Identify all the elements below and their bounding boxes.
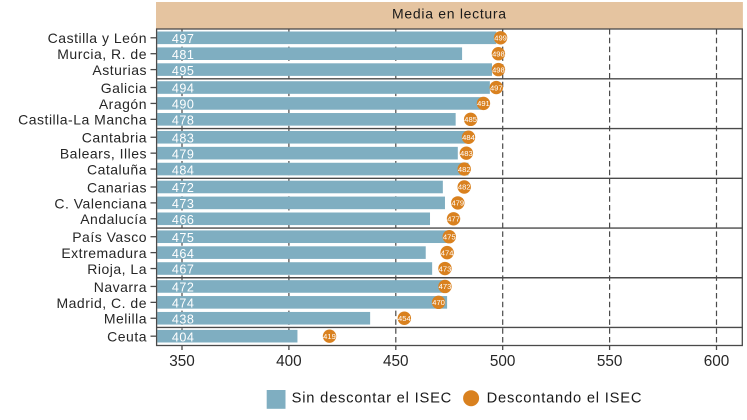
svg-text:500: 500 — [490, 353, 516, 370]
svg-text:473: 473 — [172, 197, 195, 211]
svg-text:Balears, Illes: Balears, Illes — [60, 146, 147, 162]
svg-text:479: 479 — [451, 199, 464, 208]
svg-text:473: 473 — [439, 282, 452, 291]
svg-text:País Vasco: País Vasco — [72, 229, 147, 245]
svg-text:Asturias: Asturias — [92, 62, 147, 78]
svg-text:498: 498 — [492, 65, 505, 74]
svg-text:438: 438 — [172, 312, 195, 326]
svg-text:Murcia, R. de: Murcia, R. de — [57, 46, 147, 62]
svg-text:479: 479 — [172, 147, 195, 161]
svg-text:Ceuta: Ceuta — [107, 329, 147, 345]
svg-text:400: 400 — [276, 353, 302, 370]
svg-text:404: 404 — [172, 330, 195, 344]
svg-text:Madrid, C. de: Madrid, C. de — [56, 295, 147, 311]
svg-text:481: 481 — [172, 48, 195, 62]
svg-text:474: 474 — [441, 248, 454, 257]
svg-text:483: 483 — [460, 149, 473, 158]
svg-text:Aragón: Aragón — [99, 96, 147, 112]
svg-text:475: 475 — [443, 232, 456, 241]
svg-text:499: 499 — [494, 34, 507, 43]
svg-text:Media en lectura: Media en lectura — [392, 6, 507, 22]
svg-text:Melilla: Melilla — [104, 311, 147, 327]
svg-text:Navarra: Navarra — [94, 279, 147, 295]
svg-text:494: 494 — [172, 82, 195, 96]
svg-text:464: 464 — [172, 247, 195, 261]
svg-text:484: 484 — [462, 133, 475, 142]
svg-text:466: 466 — [172, 213, 195, 227]
svg-text:485: 485 — [464, 115, 477, 124]
svg-text:C. Valenciana: C. Valenciana — [54, 195, 147, 211]
svg-text:490: 490 — [172, 98, 195, 112]
svg-text:477: 477 — [447, 215, 460, 224]
svg-text:482: 482 — [458, 165, 471, 174]
svg-text:483: 483 — [172, 131, 195, 145]
svg-text:491: 491 — [477, 99, 490, 108]
svg-text:Canarias: Canarias — [87, 179, 147, 195]
svg-text:478: 478 — [172, 114, 195, 128]
svg-text:497: 497 — [172, 32, 195, 46]
svg-text:550: 550 — [597, 353, 623, 370]
svg-text:Castilla y León: Castilla y León — [48, 30, 147, 46]
svg-text:Galicia: Galicia — [101, 80, 147, 96]
svg-text:Extremadura: Extremadura — [61, 245, 147, 261]
svg-text:Castilla-La Mancha: Castilla-La Mancha — [18, 112, 147, 128]
svg-text:473: 473 — [439, 264, 452, 273]
svg-text:497: 497 — [490, 83, 503, 92]
svg-text:Sin descontar el ISEC: Sin descontar el ISEC — [292, 391, 452, 407]
svg-text:Descontando el ISEC: Descontando el ISEC — [487, 391, 643, 407]
svg-text:Andalucía: Andalucía — [80, 211, 147, 227]
svg-text:474: 474 — [172, 297, 195, 311]
svg-text:Rioja, La: Rioja, La — [87, 261, 147, 277]
svg-text:475: 475 — [172, 231, 195, 245]
svg-text:419: 419 — [323, 332, 336, 341]
svg-text:498: 498 — [492, 49, 505, 58]
svg-text:470: 470 — [432, 298, 445, 307]
svg-text:482: 482 — [458, 183, 471, 192]
svg-text:454: 454 — [398, 314, 411, 323]
svg-text:467: 467 — [172, 263, 195, 277]
svg-text:450: 450 — [383, 353, 409, 370]
svg-text:484: 484 — [172, 163, 195, 177]
svg-text:Cantabria: Cantabria — [82, 130, 147, 146]
svg-text:472: 472 — [172, 181, 195, 195]
svg-text:495: 495 — [172, 64, 195, 78]
svg-text:600: 600 — [704, 353, 730, 370]
svg-text:472: 472 — [172, 281, 195, 295]
svg-text:Cataluña: Cataluña — [87, 161, 147, 177]
svg-text:350: 350 — [169, 353, 195, 370]
